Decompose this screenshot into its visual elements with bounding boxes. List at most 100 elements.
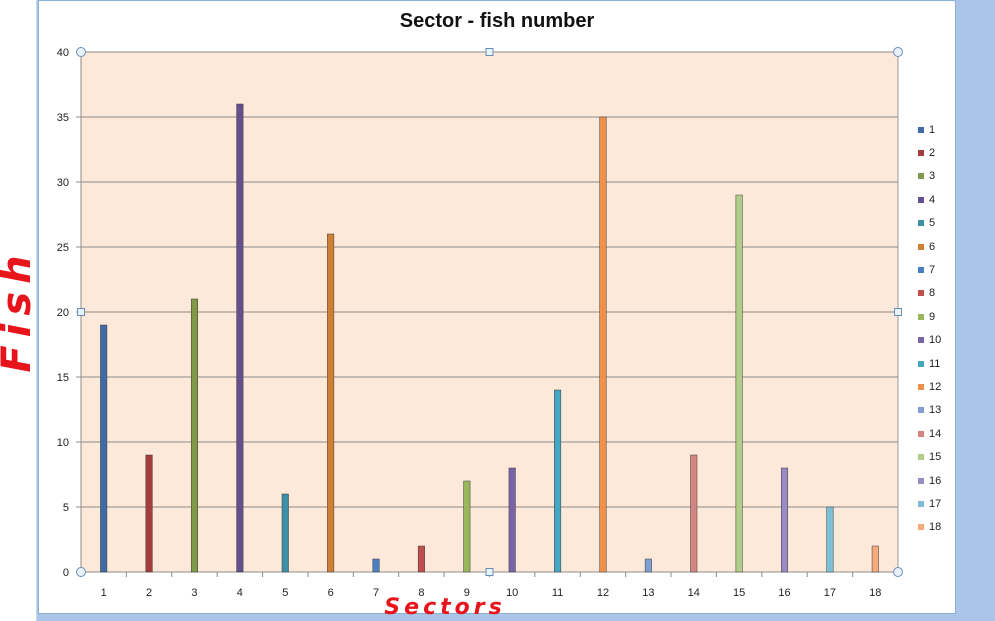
y-tick-label: 30 <box>57 177 69 189</box>
legend-swatch <box>918 220 924 227</box>
legend-swatch <box>918 196 924 203</box>
legend-label: 14 <box>929 427 942 440</box>
bar-sector-2 <box>145 454 153 573</box>
y-tick-label: 10 <box>57 437 69 449</box>
x-tick-label: 3 <box>191 587 197 599</box>
y-tick-label: 20 <box>57 307 69 319</box>
legend-swatch <box>918 313 924 320</box>
selection-handle-corner <box>76 567 86 577</box>
bar-sector-15 <box>735 194 743 573</box>
right-margin <box>956 0 995 621</box>
x-tick-label: 11 <box>552 587 563 599</box>
x-tick-label: 2 <box>146 587 152 599</box>
bar-sector-4 <box>236 103 244 573</box>
legend-label: 4 <box>929 193 936 206</box>
x-tick-label: 17 <box>824 587 836 599</box>
legend-swatch <box>918 454 924 461</box>
x-tick-label: 16 <box>778 587 790 599</box>
x-tick-label: 15 <box>733 587 745 599</box>
selection-handle-corner <box>893 567 903 577</box>
legend-item: 3 <box>918 165 954 188</box>
legend-item: 1 <box>918 118 954 141</box>
y-tick-label: 0 <box>63 567 69 579</box>
legend-item: 18 <box>918 516 954 539</box>
legend-swatch <box>918 477 924 484</box>
bar-sector-10 <box>508 467 516 573</box>
legend-swatch <box>918 524 924 531</box>
bar-sector-8 <box>417 545 425 573</box>
bar-sector-17 <box>826 506 834 573</box>
selection-handle-corner <box>893 47 903 57</box>
legend-item: 10 <box>918 329 954 352</box>
bar-sector-5 <box>281 493 289 573</box>
legend-item: 9 <box>918 305 954 328</box>
legend-item: 14 <box>918 422 954 445</box>
legend-label: 5 <box>929 217 936 230</box>
legend-item: 4 <box>918 188 954 211</box>
x-tick-label: 8 <box>418 587 424 599</box>
selection-handle-corner <box>76 47 86 57</box>
legend-item: 6 <box>918 235 954 258</box>
x-tick-label: 7 <box>373 587 379 599</box>
legend-label: 16 <box>929 474 942 487</box>
bar-sector-13 <box>644 558 652 573</box>
legend-label: 1 <box>929 123 936 136</box>
legend-item: 5 <box>918 212 954 235</box>
chart-title: Sector - fish number <box>399 10 595 32</box>
y-tick-label: 5 <box>63 502 69 514</box>
x-tick-label: 6 <box>328 587 334 599</box>
legend-swatch <box>918 126 924 133</box>
bar-sector-9 <box>463 480 471 573</box>
selection-handle-side <box>485 48 494 56</box>
legend-label: 9 <box>929 310 936 323</box>
bar-sector-3 <box>190 298 198 573</box>
y-tick-label: 15 <box>57 372 69 384</box>
bar-sector-1 <box>100 324 108 573</box>
legend-label: 7 <box>929 264 936 277</box>
x-tick-label: 5 <box>282 587 288 599</box>
legend[interactable]: 1 2 3 4 5 6 7 8 9 10 11 12 13 14 15 16 17 18 <box>918 118 954 539</box>
legend-label: 3 <box>929 170 936 183</box>
legend-swatch <box>918 500 924 507</box>
y-tick-label: 35 <box>57 112 69 124</box>
legend-label: 15 <box>929 451 942 464</box>
x-tick-label: 13 <box>642 587 654 599</box>
legend-item: 15 <box>918 445 954 468</box>
selection-handle-side <box>77 308 85 316</box>
legend-swatch <box>918 267 924 274</box>
bar-sector-14 <box>690 454 698 573</box>
y-tick-label: 40 <box>57 47 69 59</box>
legend-swatch <box>918 337 924 344</box>
y-axis-title-wordart[interactable]: Fish <box>0 247 40 373</box>
bar-sector-7 <box>372 558 380 573</box>
bar-sector-6 <box>327 233 335 573</box>
legend-label: 6 <box>929 240 936 253</box>
legend-label: 12 <box>929 380 942 393</box>
selection-handle-side <box>894 308 902 316</box>
x-tick-label: 14 <box>688 587 700 599</box>
legend-swatch <box>918 407 924 414</box>
legend-label: 13 <box>929 404 942 417</box>
x-tick-label: 18 <box>869 587 881 599</box>
legend-label: 2 <box>929 147 936 160</box>
legend-label: 8 <box>929 287 936 300</box>
selection-handle-side <box>485 568 494 576</box>
legend-item: 12 <box>918 375 954 398</box>
legend-item: 13 <box>918 399 954 422</box>
legend-swatch <box>918 430 924 437</box>
x-tick-label: 4 <box>237 587 243 599</box>
left-margin <box>0 0 37 621</box>
x-axis-title-wordart[interactable]: Sectors <box>384 595 506 620</box>
legend-swatch <box>918 243 924 250</box>
legend-label: 18 <box>929 521 942 534</box>
legend-item: 2 <box>918 141 954 164</box>
legend-label: 11 <box>929 357 941 370</box>
x-tick-label: 9 <box>464 587 470 599</box>
x-tick-label: 10 <box>506 587 518 599</box>
bar-sector-18 <box>871 545 879 573</box>
legend-swatch <box>918 383 924 390</box>
legend-item: 7 <box>918 258 954 281</box>
y-tick-label: 25 <box>57 242 69 254</box>
